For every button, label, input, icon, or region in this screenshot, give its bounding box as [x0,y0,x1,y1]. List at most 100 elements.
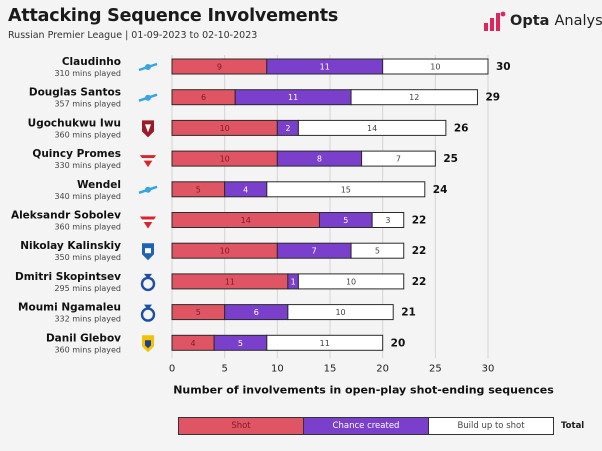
total-label: 21 [401,307,416,319]
legend: Shot Chance created Build up to shot Tot… [178,417,584,435]
bar-value-label: 11 [225,277,235,286]
bar-segment [350,242,405,259]
spartak-crest-icon [140,155,156,168]
page-title: Attacking Sequence Involvements [8,6,339,26]
bar-value-label: 10 [220,247,230,256]
x-tick-label: 15 [324,363,337,374]
bar-value-label: 11 [288,93,298,102]
legend-shot: Shot [178,417,304,435]
x-tick-label: 20 [376,363,389,374]
bar-value-label: 10 [335,308,345,317]
rostov-crest-icon [142,335,154,353]
bar-segment [361,150,436,167]
player-minutes: 295 mins played [54,284,121,293]
player-name: Douglas Santos [29,87,121,99]
player-name: Ugochukwu Iwu [28,117,121,129]
bar-value-label: 4 [191,339,196,348]
bar-value-label: 6 [201,93,206,102]
player-name: Moumi Ngamaleu [18,302,121,314]
total-label: 22 [412,215,427,227]
bar-value-label: 7 [312,247,317,256]
bar-value-label: 8 [317,155,322,164]
bar-segment [297,119,447,136]
bar-segment [350,89,478,106]
player-minutes: 330 mins played [54,161,121,170]
bar-value-label: 11 [320,339,330,348]
player-minutes: 357 mins played [54,100,121,109]
x-axis: 0 5 10 15 20 25 30 Number of involvements in op… [169,363,554,396]
zenit-crest-icon [138,62,158,72]
brand-name: Opta Analyst [510,13,602,29]
player-minutes: 360 mins played [54,130,121,139]
player-minutes: 310 mins played [54,69,121,78]
bar-value-label: 5 [375,247,380,256]
bar-segment [382,58,489,75]
total-label: 30 [496,61,511,73]
bar-value-label: 14 [241,216,251,225]
x-tick-label: 30 [482,363,495,374]
bar-segment [287,304,394,321]
bar-value-label: 10 [220,124,230,133]
bar-value-label: 10 [346,277,356,286]
x-tick-label: 5 [221,363,227,374]
total-label: 25 [443,153,458,165]
opta-bars-icon [484,11,506,31]
bar-segment [266,181,426,198]
zenit-crest-icon [138,93,158,102]
pari-nn-crest-icon [142,243,154,261]
brand-logo: Opta Analyst [484,11,602,31]
total-label: 29 [485,92,500,104]
bar-value-label: 9 [217,63,222,72]
x-tick-label: 0 [169,363,175,374]
player-name: Nikolay Kalinskiy [20,240,121,252]
bar-value-label: 5 [238,339,243,348]
bar-value-label: 10 [430,63,440,72]
player-minutes: 350 mins played [54,253,121,262]
total-label: 22 [412,245,427,257]
bar-value-label: 7 [396,155,401,164]
total-label: 26 [454,122,469,134]
page-subtitle: Russian Premier League | 01-09-2023 to 0… [8,30,258,41]
player-name: Dmitri Skopintsev [15,271,121,283]
bar-segment [371,212,405,228]
bar-value-label: 14 [367,124,377,133]
bar-value-label: 5 [196,308,201,317]
x-axis-label: Number of involvements in open-play shot… [173,383,554,396]
player-minutes: 360 mins played [54,345,121,354]
zenit-crest-icon [138,185,158,194]
bar-value-label: 5 [343,216,348,225]
player-minutes: 360 mins played [54,223,121,232]
x-tick-label: 25 [429,363,442,374]
bar-value-label: 6 [254,308,259,317]
bar-value-label: 5 [196,185,201,194]
player-name: Wendel [77,179,121,191]
player-name: Quincy Promes [32,148,121,160]
rubin-crest-icon [142,120,154,138]
total-label: 20 [391,337,406,349]
player-name: Aleksandr Sobolev [11,210,121,222]
bar-value-label: 12 [409,93,419,102]
legend-chance-created: Chance created [303,417,429,435]
bar-value-label: 3 [385,216,390,225]
player-name: Danil Glebov [46,332,121,344]
bar-value-label: 2 [285,124,290,133]
dynamo-crest-icon [140,273,156,292]
legend-build-up: Build up to shot [428,417,554,435]
player-minutes: 332 mins played [54,315,121,324]
dynamo-crest-icon [140,304,156,322]
bar-value-label: 15 [341,185,351,194]
player-minutes: 340 mins played [54,192,121,201]
bar-segment [297,273,405,290]
bar-value-label: 4 [243,185,248,194]
